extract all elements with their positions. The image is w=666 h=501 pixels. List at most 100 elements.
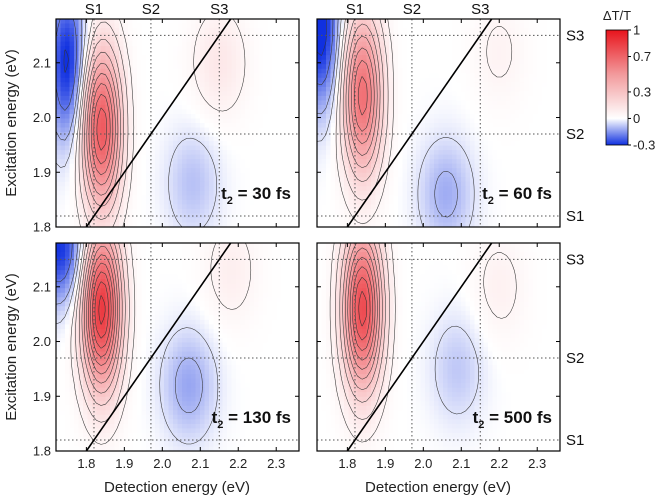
heatmap-cell <box>114 86 120 92</box>
heatmap-cell <box>519 41 525 47</box>
heatmap-cell <box>425 95 431 101</box>
heatmap-cell <box>429 41 435 47</box>
heatmap-cell <box>101 77 107 83</box>
heatmap-cell <box>69 195 75 201</box>
heatmap-cell <box>348 37 354 43</box>
heatmap-cell <box>398 73 404 79</box>
heatmap-cell <box>276 37 282 43</box>
heatmap-cell <box>83 204 89 210</box>
heatmap-cell <box>218 123 224 129</box>
heatmap-cell <box>497 163 503 169</box>
heatmap-cell <box>200 41 206 47</box>
heatmap-cell <box>101 186 107 192</box>
heatmap-cell <box>393 55 399 61</box>
heatmap-cell <box>87 163 93 169</box>
heatmap-cell <box>227 141 233 147</box>
heatmap-cell <box>195 177 201 183</box>
heatmap-cell <box>123 186 129 192</box>
heatmap-cell <box>209 127 215 133</box>
heatmap-cell <box>524 23 530 29</box>
heatmap-cell <box>389 95 395 101</box>
heatmap-cell <box>123 109 129 115</box>
heatmap-cell <box>366 86 372 92</box>
heatmap-cell <box>164 37 170 43</box>
heatmap-cell <box>74 19 80 25</box>
heatmap-cell <box>456 145 462 151</box>
heatmap-cell <box>141 177 147 183</box>
heatmap-cell <box>281 86 287 92</box>
heatmap-cell <box>87 28 93 34</box>
heatmap-cell <box>528 41 534 47</box>
heatmap-cell <box>141 113 147 120</box>
heatmap-cell <box>438 73 444 79</box>
heatmap-cell <box>195 154 201 160</box>
heatmap-cell <box>186 23 192 29</box>
heatmap-cell <box>537 82 543 88</box>
heatmap-cell <box>164 132 170 138</box>
heatmap-cell <box>87 100 93 106</box>
heatmap-cell <box>438 163 444 169</box>
heatmap-cell <box>204 204 210 210</box>
heatmap-cell <box>407 154 413 160</box>
heatmap-cell <box>231 82 237 88</box>
heatmap-cell <box>326 86 332 92</box>
heatmap-cell <box>506 82 512 88</box>
heatmap-cell <box>69 118 75 124</box>
heatmap-cell <box>254 46 260 52</box>
heatmap-cell <box>479 159 485 165</box>
heatmap-cell <box>245 46 251 52</box>
heatmap-cell <box>533 181 539 187</box>
heatmap-cell <box>240 163 246 169</box>
heatmap-cell <box>362 91 368 97</box>
heatmap-cell <box>168 181 174 187</box>
heatmap-cell <box>236 50 242 56</box>
heatmap-cell <box>159 118 165 124</box>
heatmap-cell <box>290 190 296 196</box>
heatmap-cell <box>65 41 71 47</box>
heatmap-cell <box>519 141 525 147</box>
heatmap-cell <box>182 145 188 151</box>
heatmap-cell <box>479 37 485 43</box>
heatmap-cell <box>128 136 134 142</box>
heatmap-cell <box>398 190 404 196</box>
heatmap-cell <box>353 59 359 65</box>
heatmap-cell <box>488 28 494 34</box>
heatmap-cell <box>317 159 323 165</box>
heatmap-cell <box>213 100 219 106</box>
heatmap-cell <box>371 118 377 124</box>
heatmap-cell <box>191 177 197 183</box>
heatmap-cell <box>236 64 242 70</box>
heatmap-cell <box>551 186 557 192</box>
heatmap-cell <box>402 95 408 101</box>
heatmap-cell <box>254 91 260 97</box>
heatmap-cell <box>101 154 107 160</box>
heatmap-cell <box>434 168 440 174</box>
heatmap-cell <box>258 208 264 215</box>
heatmap-cell <box>470 95 476 101</box>
heatmap-cell <box>123 86 129 92</box>
heatmap-cell <box>56 55 62 61</box>
heatmap-cell <box>240 181 246 187</box>
heatmap-cell <box>348 222 354 227</box>
heatmap-cell <box>204 64 210 70</box>
heatmap-cell <box>501 82 507 88</box>
heatmap-cell <box>447 104 453 111</box>
heatmap-cell <box>465 145 471 151</box>
heatmap-cell <box>290 64 296 70</box>
heatmap-cell <box>56 199 62 205</box>
heatmap-cell <box>60 190 66 196</box>
heatmap-cell <box>236 150 242 156</box>
heatmap-cell <box>483 37 489 43</box>
heatmap-cell <box>155 118 161 124</box>
heatmap-cell <box>209 37 215 43</box>
heatmap-cell <box>200 204 206 210</box>
heatmap-cell <box>123 177 129 183</box>
heatmap-cell <box>294 136 299 142</box>
heatmap-cell <box>537 118 543 124</box>
heatmap-cell <box>501 163 507 169</box>
heatmap-cell <box>177 37 183 43</box>
heatmap-cell <box>330 118 336 124</box>
heatmap-cell <box>470 32 476 38</box>
heatmap-cell <box>362 150 368 156</box>
heatmap-cell <box>515 204 521 210</box>
